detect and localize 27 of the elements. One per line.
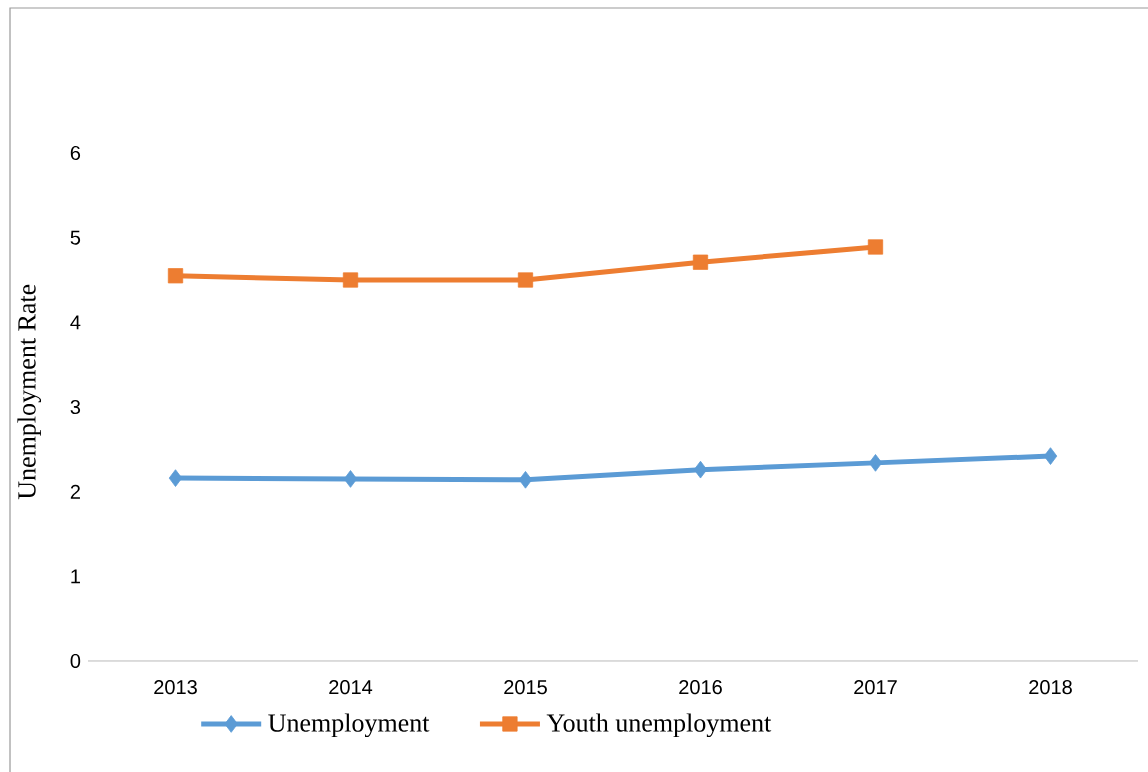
x-tick-label: 2013 [154,680,197,695]
y-tick-label: 3 [70,399,81,415]
point [693,460,708,479]
point [692,254,709,270]
point [867,239,884,255]
x-tick-label: 2014 [329,680,373,695]
y-axis-title: Unemployment Rate [17,284,42,500]
y-tick-label: 4 [70,315,81,330]
point [168,469,183,487]
y-tick-label: 0 [70,653,81,669]
y-tick-label: 5 [70,230,81,245]
point [517,272,534,288]
x-tick-label: 2017 [854,680,897,695]
point [1043,447,1058,465]
point [868,454,883,472]
y-tick-label: 1 [71,569,80,584]
x-tick-label: 2018 [1029,680,1072,695]
point [167,268,184,284]
x-tick-label: 2015 [504,680,547,695]
x-tick-label: 2016 [679,680,722,695]
point [518,471,533,489]
y-tick-label: 2 [70,484,80,499]
point [342,272,359,288]
point [343,470,358,488]
y-tick-label: 6 [70,145,81,161]
legend-label: Unemployment [268,713,430,738]
legend-label: Youth unemployment [546,713,772,738]
